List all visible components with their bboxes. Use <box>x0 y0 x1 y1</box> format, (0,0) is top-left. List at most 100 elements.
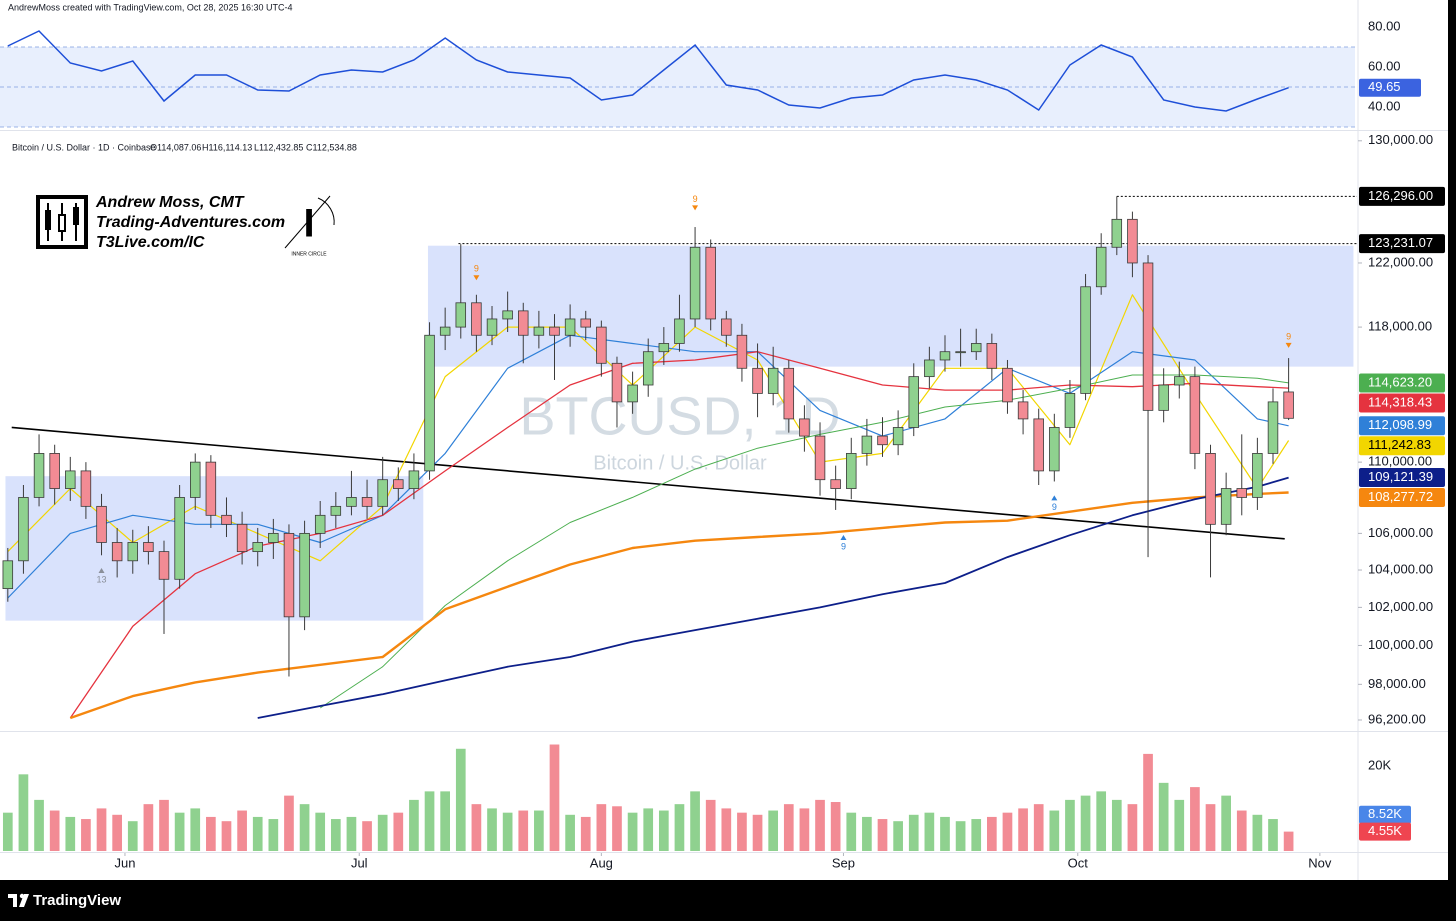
setup-arrow <box>840 535 847 541</box>
volume-bar <box>237 810 247 851</box>
ohlc-value: C112,534.88 <box>306 142 357 152</box>
volume-bar <box>799 808 810 851</box>
setup-arrow <box>473 275 480 281</box>
volume-bar <box>1190 787 1200 851</box>
volume-bar <box>252 816 263 851</box>
candle-body <box>1127 218 1138 264</box>
zone <box>427 245 1354 367</box>
candle-body <box>190 461 201 498</box>
price-tag-bg <box>1359 393 1445 413</box>
volume-bar <box>362 821 372 851</box>
volume-bar <box>190 808 201 851</box>
candle-body <box>49 453 60 489</box>
volume-bar <box>2 812 13 851</box>
volume-bar <box>534 810 544 851</box>
candle-body <box>658 343 670 353</box>
candle-body <box>924 359 935 378</box>
setup-marker: 9 <box>841 541 846 551</box>
volume-tag: 4.55K <box>1368 823 1402 838</box>
volume-bar <box>174 812 185 851</box>
volume-bar <box>81 819 91 851</box>
candle-body <box>705 246 716 320</box>
logo-name: Andrew Moss, CMT <box>95 194 245 211</box>
volume-bar <box>549 744 560 851</box>
badge-text: INNER CIRCLE <box>291 251 327 257</box>
trendline <box>11 426 1285 540</box>
volume-panel <box>2 744 1294 851</box>
price-tag-bg <box>1359 436 1445 456</box>
volume-bar <box>721 808 732 851</box>
volume-bar <box>330 819 341 851</box>
price-tag-bg <box>1359 488 1445 508</box>
candle-body <box>205 461 217 516</box>
y-tick-label: 104,000.00 <box>1368 561 1433 576</box>
candle-body <box>986 343 998 369</box>
y-tick-label: 106,000.00 <box>1368 525 1433 540</box>
candle-body <box>783 367 795 420</box>
volume-bar <box>49 810 60 851</box>
footer-logo: TradingView <box>8 892 121 909</box>
candle-body <box>408 470 420 489</box>
volume-bar <box>440 791 451 851</box>
volume-bar <box>627 812 638 851</box>
candle-body <box>346 497 357 507</box>
y-tick-label: 130,000.00 <box>1368 132 1433 147</box>
volume-bar <box>65 816 76 851</box>
volume-bar <box>987 816 997 851</box>
candle-body <box>674 318 685 344</box>
logo-link: T3Live.com/IC <box>96 234 205 251</box>
volume-bar <box>284 795 294 851</box>
candle-body <box>111 542 123 562</box>
candle-body <box>424 334 435 472</box>
price-tag-bg <box>1359 468 1445 488</box>
price-tag: 109,121.39 <box>1368 469 1433 484</box>
volume-bar <box>643 808 654 851</box>
price-tag: 126,296.00 <box>1368 188 1433 203</box>
volume-bar <box>565 814 575 851</box>
candle-body <box>752 367 763 394</box>
price-tag: 108,277.72 <box>1368 489 1433 504</box>
brand-icon <box>19 893 25 899</box>
candle-body <box>518 310 529 336</box>
volume-bar <box>830 802 841 851</box>
setup-arrow <box>98 568 105 574</box>
badge-stroke <box>317 197 335 226</box>
volume-bar <box>127 821 138 851</box>
candle-body <box>892 427 904 446</box>
volume-bar <box>908 814 919 851</box>
volume-bar <box>96 808 107 851</box>
candle-body <box>1049 427 1060 472</box>
candle-body <box>127 542 139 562</box>
volume-bar <box>815 799 825 851</box>
volume-bar <box>1158 782 1169 851</box>
watermark-sub: Bitcoin / U.S. Dollar <box>593 452 767 474</box>
candle-body <box>439 326 451 336</box>
y-tick-label: 118,000.00 <box>1368 319 1432 334</box>
candle-body <box>939 351 951 361</box>
volume-bar <box>1033 804 1044 851</box>
y-tick-label: 96,200.00 <box>1368 711 1426 726</box>
candle-body <box>80 470 92 507</box>
rsi-panel <box>0 30 1355 128</box>
candle-body <box>970 343 982 353</box>
volume-bar <box>1143 753 1153 851</box>
footer-bar <box>0 880 1456 921</box>
volume-bar <box>690 791 700 851</box>
candle-body <box>627 384 638 403</box>
x-tick-label: Sep <box>832 855 855 870</box>
volume-bar <box>752 814 763 851</box>
candle-body <box>283 532 295 618</box>
volume-bar <box>1127 804 1138 851</box>
volume-tag-bg <box>1359 805 1411 824</box>
candle-body <box>1095 246 1107 288</box>
candle-body <box>908 376 919 428</box>
volume-bar <box>268 819 279 851</box>
setup-marker: 9 <box>1052 502 1057 512</box>
y-tick-label: 100,000.00 <box>1368 637 1433 652</box>
candle-body <box>799 418 810 437</box>
candle-body <box>221 514 232 525</box>
candle-body <box>1080 286 1091 394</box>
price-tag-bg <box>1359 373 1445 393</box>
